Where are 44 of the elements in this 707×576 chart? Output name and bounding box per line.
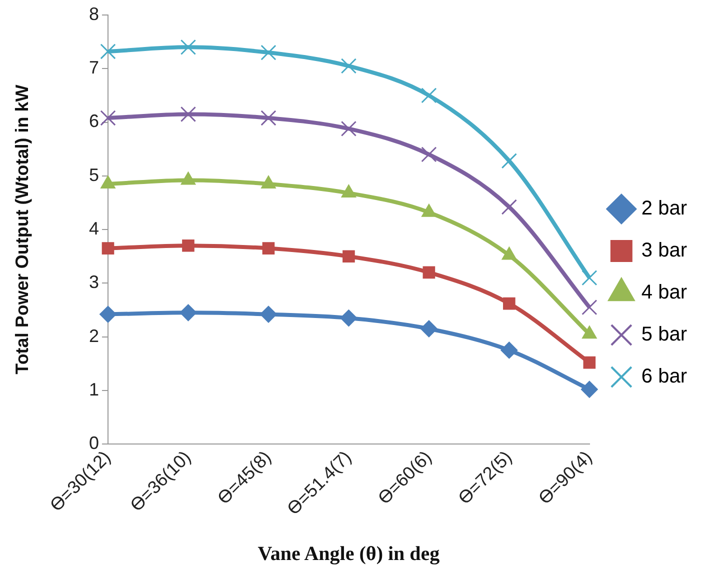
x-axis-title: Vane Angle (θ) in deg [258, 543, 440, 566]
y-tick-label: 2 [88, 326, 99, 346]
point [420, 320, 438, 338]
point [260, 306, 277, 323]
point [340, 310, 358, 327]
point [182, 239, 194, 252]
legend-label: 6 bar [641, 366, 688, 388]
point [100, 306, 116, 323]
point [180, 304, 197, 322]
point [501, 153, 517, 169]
y-tick-label: 0 [88, 433, 99, 454]
legend-label: 2 bar [641, 198, 688, 220]
point [582, 270, 598, 286]
point [421, 88, 437, 104]
point [582, 299, 598, 316]
y-tick-label: 7 [88, 58, 99, 78]
point [262, 242, 275, 254]
point [340, 120, 357, 137]
y-tick-label: 6 [88, 111, 99, 132]
y-axis-title: Total Power Output (Wtotal) in kW [12, 84, 32, 374]
legend-label: 3 bar [641, 240, 688, 262]
point [100, 44, 116, 60]
point [102, 242, 114, 254]
y-tick-label: 4 [88, 218, 99, 238]
point [422, 266, 436, 279]
legend-label: 4 bar [641, 282, 688, 304]
point [500, 342, 518, 359]
legend-label: 5 bar [641, 324, 688, 346]
y-tick-label: 1 [88, 379, 99, 400]
point [180, 106, 196, 122]
point [421, 146, 437, 162]
point [100, 110, 116, 126]
point [260, 44, 276, 60]
point [501, 199, 517, 215]
y-tick-label: 5 [88, 164, 99, 185]
point [342, 250, 355, 263]
y-tick-label: 8 [88, 4, 99, 24]
point [580, 380, 598, 398]
point [340, 58, 357, 74]
point [503, 297, 516, 310]
y-tick-label: 3 [88, 272, 99, 292]
point [583, 356, 596, 369]
point [260, 110, 276, 126]
point [180, 39, 196, 55]
